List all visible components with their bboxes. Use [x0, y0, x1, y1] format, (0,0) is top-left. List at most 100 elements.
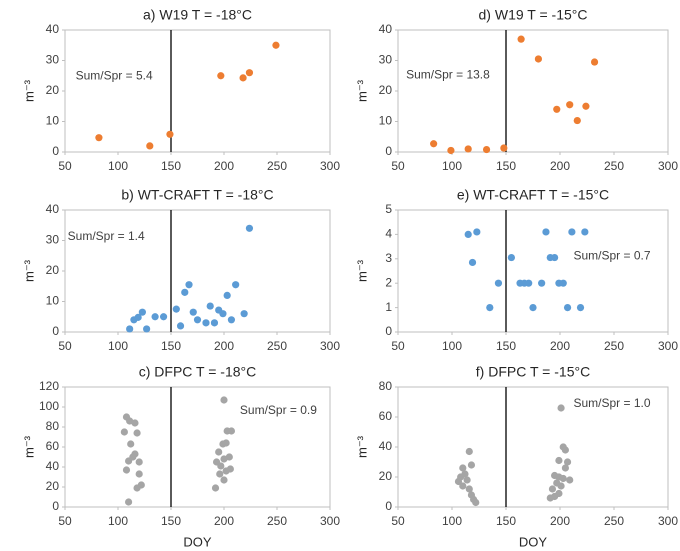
- point: [135, 470, 143, 478]
- point: [95, 134, 103, 142]
- point: [525, 279, 533, 287]
- point: [454, 477, 463, 486]
- point: [486, 304, 494, 312]
- panel-title: b) WT-CRAFT T = -18°C: [121, 187, 273, 203]
- y-tick-label: 10: [46, 114, 60, 128]
- point: [551, 253, 559, 262]
- x-tick-label: 50: [391, 159, 405, 173]
- point: [166, 130, 174, 138]
- point: [202, 319, 210, 327]
- x-tick-label: 200: [214, 339, 234, 353]
- y-tick-label: 30: [46, 233, 60, 247]
- x-tick-label: 300: [320, 339, 340, 353]
- point: [185, 281, 193, 289]
- x-tick-label: 200: [214, 514, 234, 528]
- y-tick-label: 1: [385, 300, 392, 314]
- point: [459, 482, 467, 490]
- y-tick-label: 40: [46, 202, 60, 216]
- panel-title: f) DFPC T = -15°C: [476, 364, 590, 380]
- point: [529, 304, 537, 312]
- x-tick-label: 150: [496, 339, 516, 353]
- panel-title: e) WT-CRAFT T = -15°C: [457, 187, 609, 203]
- point: [216, 470, 224, 478]
- point: [465, 447, 473, 456]
- y-tick-label: 20: [379, 469, 393, 483]
- point: [563, 304, 572, 312]
- point: [566, 101, 574, 109]
- point: [581, 228, 589, 236]
- point: [464, 145, 472, 153]
- point: [133, 429, 141, 437]
- point: [211, 484, 220, 492]
- y-tick-label: 10: [46, 294, 60, 308]
- x-tick-label: 100: [442, 514, 462, 528]
- y-tick-label: 20: [379, 83, 393, 97]
- point: [172, 305, 180, 313]
- point: [143, 325, 151, 333]
- point: [473, 228, 481, 236]
- x-tick-label: 50: [391, 514, 405, 528]
- x-tick-label: 200: [550, 159, 570, 173]
- point: [120, 428, 128, 436]
- point: [239, 74, 247, 82]
- x-tick-label: 300: [320, 514, 340, 528]
- y-tick-label: 40: [379, 439, 393, 453]
- y-tick-label: 80: [379, 379, 393, 393]
- x-tick-label: 250: [604, 159, 624, 173]
- point: [573, 116, 581, 125]
- panel-title: d) W19 T = -15°C: [479, 7, 588, 23]
- point: [223, 291, 231, 299]
- point: [548, 485, 557, 493]
- x-tick-label: 200: [214, 159, 234, 173]
- point: [206, 302, 214, 310]
- x-tick-label: 250: [267, 159, 287, 173]
- point: [245, 69, 254, 77]
- y-tick-label: 100: [39, 399, 59, 413]
- x-tick-label: 250: [267, 514, 287, 528]
- point: [138, 308, 146, 316]
- x-tick-label: 150: [161, 339, 181, 353]
- point: [127, 440, 135, 448]
- y-tick-label: 20: [46, 479, 60, 493]
- y-axis-title: m⁻³: [21, 259, 36, 282]
- y-axis-title: m⁻³: [21, 435, 36, 458]
- y-tick-label: 60: [46, 439, 60, 453]
- annotation: Sum/Spr = 1.0: [574, 396, 651, 410]
- point: [210, 319, 219, 327]
- point: [176, 322, 185, 330]
- point: [240, 310, 248, 318]
- point: [465, 485, 473, 493]
- point: [151, 313, 159, 321]
- plot-frame: [397, 29, 669, 153]
- y-tick-label: 10: [379, 114, 393, 128]
- x-tick-label: 100: [108, 339, 128, 353]
- point: [561, 464, 570, 472]
- point: [220, 476, 228, 484]
- point: [135, 458, 143, 466]
- point: [272, 41, 280, 49]
- x-tick-label: 150: [161, 514, 181, 528]
- x-tick-label: 300: [658, 339, 678, 353]
- x-tick-label: 150: [161, 159, 181, 173]
- point: [220, 455, 228, 463]
- panel-title: a) W19 T = -18°C: [143, 7, 252, 23]
- x-axis-title: DOY: [519, 534, 548, 549]
- y-tick-label: 0: [52, 144, 59, 158]
- point: [220, 396, 228, 404]
- x-tick-label: 200: [550, 339, 570, 353]
- point: [189, 308, 197, 316]
- point: [557, 482, 565, 490]
- point: [227, 427, 236, 435]
- plot-frame: [64, 29, 331, 153]
- point: [159, 313, 168, 321]
- point: [507, 253, 515, 262]
- y-tick-label: 4: [385, 227, 392, 241]
- point: [559, 474, 567, 483]
- point: [131, 419, 139, 427]
- point: [566, 476, 574, 484]
- point: [181, 288, 189, 296]
- point: [219, 310, 227, 318]
- point: [559, 279, 567, 287]
- y-tick-label: 40: [46, 459, 60, 473]
- x-tick-label: 50: [58, 159, 72, 173]
